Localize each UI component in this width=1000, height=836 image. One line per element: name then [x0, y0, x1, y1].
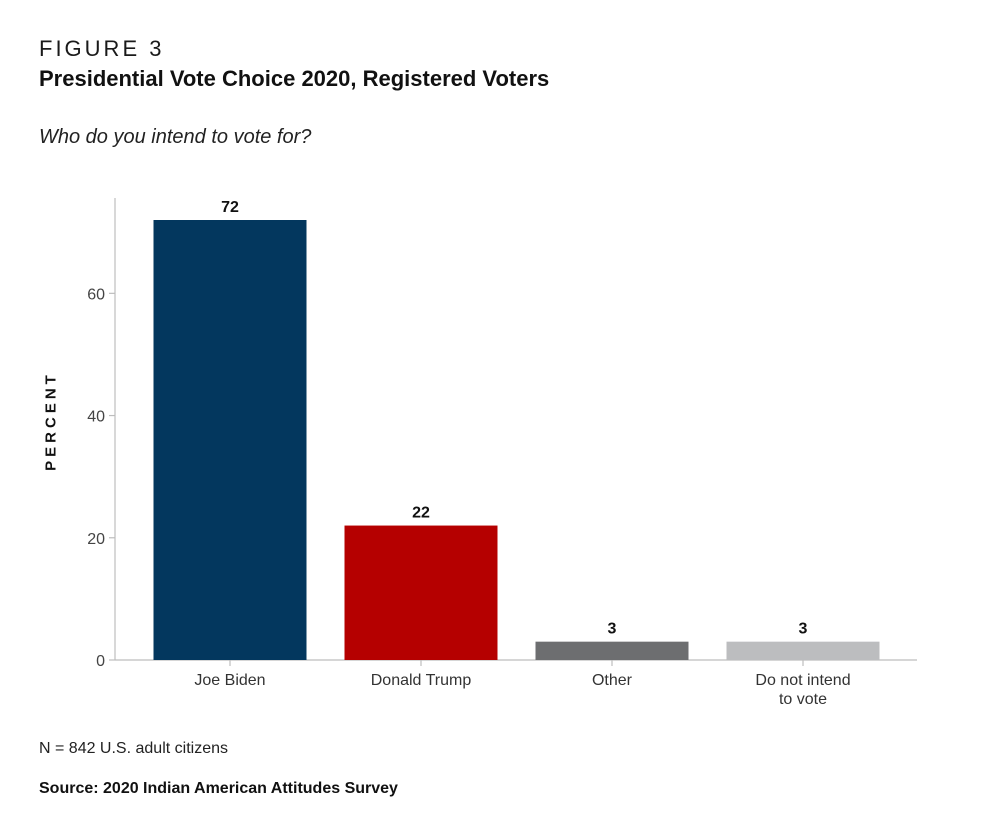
category-label: to vote — [779, 691, 827, 708]
y-tick-label: 20 — [87, 531, 105, 548]
chart-labels: 72 Joe Biden 22 Donald Trump 3 Other 3 Do not i… — [194, 199, 850, 708]
value-label: 3 — [608, 621, 617, 638]
value-label: 3 — [799, 621, 808, 638]
figure-label: FIGURE 3 — [39, 36, 165, 61]
y-tick-label: 0 — [96, 653, 105, 670]
bar — [153, 220, 307, 660]
category-label: Do not intend — [755, 672, 850, 689]
bar — [535, 641, 689, 660]
value-label: 22 — [412, 505, 430, 522]
bar — [726, 641, 880, 660]
chart-bars — [153, 220, 880, 660]
category-label: Joe Biden — [194, 672, 265, 689]
sample-note: N = 842 U.S. adult citizens — [39, 740, 228, 757]
category-label: Donald Trump — [371, 672, 472, 689]
chart-subtitle: Who do you intend to vote for? — [39, 126, 312, 148]
source-note: Source: 2020 Indian American Attitudes S… — [39, 780, 398, 797]
category-label: Other — [592, 672, 633, 689]
chart-title: Presidential Vote Choice 2020, Registere… — [39, 66, 550, 91]
y-tick-label: 60 — [87, 286, 105, 303]
bar — [344, 525, 498, 660]
value-label: 72 — [221, 199, 239, 216]
y-tick-label: 40 — [87, 409, 105, 426]
